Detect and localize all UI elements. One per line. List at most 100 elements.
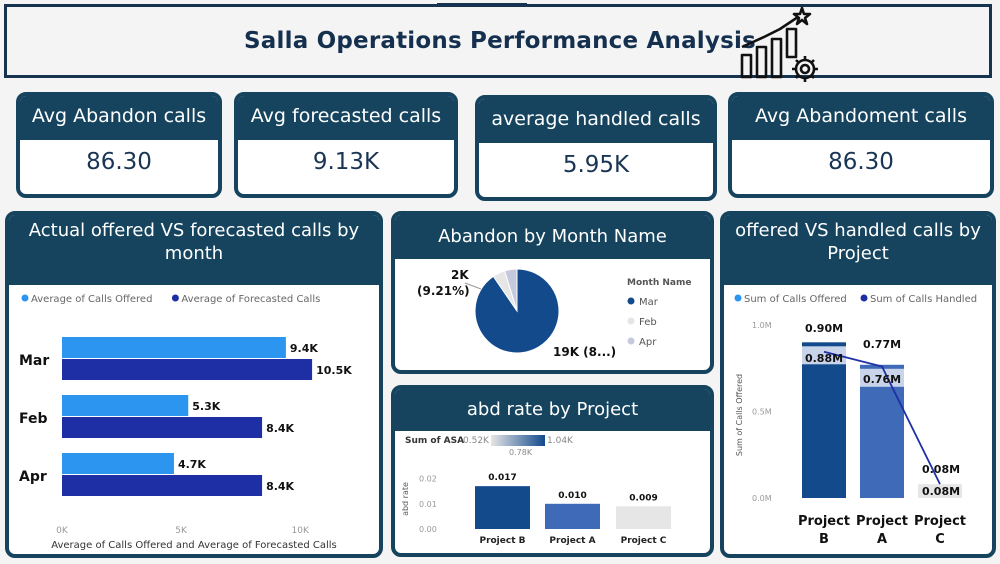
title-bar (4, 3, 992, 78)
color-legend-max: 1.04K (547, 436, 574, 446)
tick-label: 1.0M (752, 321, 772, 330)
chart-title: Actual offered VS forecasted calls by mo… (9, 215, 379, 285)
chart-title: offered VS handled calls by Project (724, 215, 992, 285)
legend-entry: Sum of Calls Handled (870, 294, 977, 305)
legend-marker (734, 294, 742, 302)
category-label: Project A (549, 536, 595, 546)
data-label: 2K (451, 268, 469, 282)
color-legend-title: Sum of ASA (405, 436, 464, 446)
color-legend-gradient (491, 435, 545, 446)
tick-label: 0.01 (419, 500, 437, 509)
legend-entry: Apr (639, 337, 657, 348)
abandon-by-month-chart: 19K (8...) 2K (9.21%) Month Name Mar Feb Apr (417, 268, 691, 359)
category-label: Project C (621, 536, 667, 546)
kpi-avg-abandon-calls: Avg Abandon calls 86.30 (16, 92, 222, 198)
legend-entry: Sum of Calls Offered (744, 294, 847, 305)
kpi-value: 9.13K (312, 149, 380, 175)
category-label: Feb (19, 411, 48, 427)
data-label: 4.7K (178, 458, 206, 471)
legend-entry: Feb (639, 317, 657, 328)
data-label: 19K (8...) (553, 345, 616, 359)
kpi-value: 86.30 (828, 149, 894, 175)
kpi-average-handled-calls: average handled calls 5.95K (475, 95, 717, 201)
tick-label: 0.00 (419, 525, 437, 534)
kpi-label: Avg Abandon calls (20, 96, 218, 140)
category-label: Project (798, 514, 850, 529)
category-label: B (819, 532, 829, 547)
bar (62, 475, 263, 496)
data-label: 0.017 (488, 473, 516, 483)
kpi-label: average handled calls (479, 99, 713, 143)
tick-label: 0.0M (752, 494, 772, 503)
bar (62, 359, 313, 380)
data-label: 0.010 (558, 491, 586, 501)
bar (545, 503, 600, 529)
data-label: 5.3K (192, 400, 220, 413)
color-legend-marker: 0.78K (509, 448, 533, 457)
legend-entry: Mar (639, 297, 659, 308)
category-label: C (935, 532, 945, 547)
offered-vs-handled-panel: offered VS handled calls by Project Sum … (720, 211, 996, 558)
chart-title: abd rate by Project (395, 389, 710, 431)
category-label: A (877, 532, 887, 547)
pie-slice (503, 268, 518, 312)
category-label: Mar (19, 353, 49, 369)
axis-label: abd rate (401, 482, 410, 516)
color-legend-min: 0.52K (463, 436, 490, 446)
data-label: 0.88M (805, 352, 843, 365)
legend-marker (627, 337, 635, 345)
category-label: Project (856, 514, 908, 529)
tick-label: 0.5M (752, 408, 772, 417)
tick-label: 5K (175, 526, 188, 536)
bar (475, 486, 530, 529)
legend-marker (627, 297, 635, 305)
growth-chart-gear-icon (740, 6, 818, 82)
bar (802, 342, 846, 498)
data-label: 9.4K (290, 342, 318, 355)
data-label: 0.08M (922, 485, 960, 498)
legend-marker (860, 294, 868, 302)
leader-line (464, 282, 482, 290)
bar (860, 364, 904, 498)
handled-line (823, 350, 941, 485)
kpi-value: 86.30 (86, 149, 152, 175)
bar-segment (802, 346, 846, 365)
axis-label: Average of Calls Offered and Average of … (51, 540, 337, 551)
legend-marker (627, 317, 635, 325)
data-label: 8.4K (266, 422, 294, 435)
data-label: 8.4K (266, 480, 294, 493)
tick-label: 0.02 (419, 475, 437, 484)
legend-entry: Average of Calls Offered (31, 294, 152, 305)
category-label: Apr (19, 469, 47, 485)
bar (616, 506, 671, 529)
title-top-tab (437, 3, 527, 6)
data-label: (9.21%) (417, 284, 470, 298)
tick-label: 10K (292, 526, 310, 536)
legend-marker (171, 294, 179, 302)
kpi-value: 5.95K (562, 152, 630, 178)
category-label: Project B (479, 536, 525, 546)
abandon-by-month-panel: Abandon by Month Name 19K (8...) 2K (9.21%… (391, 211, 714, 374)
legend-marker (21, 294, 29, 302)
bar (918, 484, 962, 498)
bar (62, 337, 286, 358)
kpi-avg-abandoment-calls: Avg Abandoment calls 86.30 (728, 92, 994, 198)
data-label: 0.77M (863, 338, 901, 351)
data-label: 0.90M (805, 322, 843, 335)
bar-segment (860, 368, 904, 387)
kpi-label: Avg Abandoment calls (732, 96, 990, 140)
bar (62, 395, 189, 416)
data-label: 0.76M (863, 373, 901, 386)
kpi-avg-forecasted-calls: Avg forecasted calls 9.13K (234, 92, 458, 198)
bar (62, 453, 174, 474)
offered-vs-forecasted-panel: Actual offered VS forecasted calls by mo… (5, 211, 383, 558)
axis-label: Sum of Calls Offered (735, 374, 744, 456)
kpi-label: Avg forecasted calls (238, 96, 454, 140)
offered-vs-handled-chart: Sum of Calls Offered Sum of Calls Handled… (734, 294, 977, 547)
offered-vs-forecasted-chart: Average of Calls Offered Average of Forec… (19, 294, 352, 551)
tick-label: 0K (56, 526, 69, 536)
legend-title: Month Name (627, 278, 691, 288)
page-title: Salla Operations Performance Analysis (244, 28, 756, 54)
data-label: 0.08M (922, 463, 960, 476)
abd-rate-panel: abd rate by Project Sum of ASA 0.52K 1.04K… (391, 385, 714, 557)
